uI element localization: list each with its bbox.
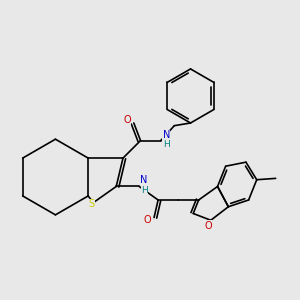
Text: H: H — [141, 186, 148, 195]
Text: O: O — [123, 115, 131, 125]
Text: H: H — [163, 140, 169, 149]
Text: S: S — [89, 199, 95, 209]
Text: N: N — [140, 175, 147, 185]
Text: O: O — [143, 215, 151, 225]
Text: N: N — [163, 130, 170, 140]
Text: O: O — [204, 221, 212, 231]
